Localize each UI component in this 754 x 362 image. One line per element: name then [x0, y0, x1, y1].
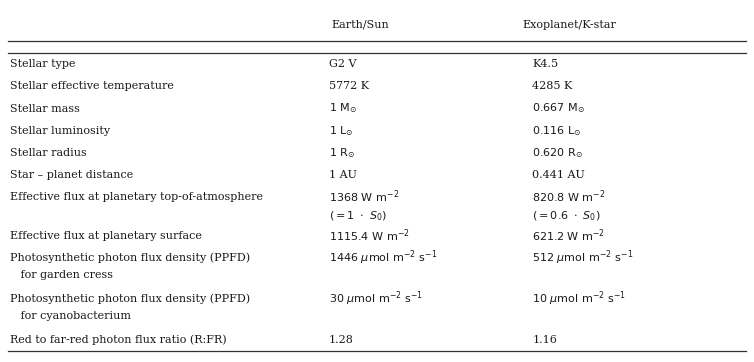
Text: 4285 K: 4285 K — [532, 81, 572, 92]
Text: for cyanobacterium: for cyanobacterium — [10, 311, 130, 321]
Text: 1 AU: 1 AU — [329, 170, 357, 180]
Text: Star – planet distance: Star – planet distance — [10, 170, 133, 180]
Text: 1.28: 1.28 — [329, 334, 354, 345]
Text: $621.2\ \mathrm{W\ m}^{-2}$: $621.2\ \mathrm{W\ m}^{-2}$ — [532, 227, 605, 244]
Text: Stellar radius: Stellar radius — [10, 148, 87, 158]
Text: Exoplanet/K-star: Exoplanet/K-star — [523, 20, 616, 30]
Text: $0.667\ \mathrm{M}_{\odot}$: $0.667\ \mathrm{M}_{\odot}$ — [532, 102, 585, 115]
Text: Effective flux at planetary surface: Effective flux at planetary surface — [10, 231, 201, 241]
Text: $512\ \mu\mathrm{mol\ m}^{-2}\mathrm{\ s}^{-1}$: $512\ \mu\mathrm{mol\ m}^{-2}\mathrm{\ s… — [532, 248, 633, 267]
Text: for garden cress: for garden cress — [10, 270, 113, 280]
Text: $1115.4\ \mathrm{W\ m}^{-2}$: $1115.4\ \mathrm{W\ m}^{-2}$ — [329, 227, 409, 244]
Text: $1\ \mathrm{M}_{\odot}$: $1\ \mathrm{M}_{\odot}$ — [329, 102, 357, 115]
Text: $30\ \mu\mathrm{mol\ m}^{-2}\mathrm{\ s}^{-1}$: $30\ \mu\mathrm{mol\ m}^{-2}\mathrm{\ s}… — [329, 289, 423, 308]
Text: Stellar mass: Stellar mass — [10, 104, 80, 114]
Text: $0.116\ \mathrm{L}_{\odot}$: $0.116\ \mathrm{L}_{\odot}$ — [532, 124, 581, 138]
Text: 5772 K: 5772 K — [329, 81, 369, 92]
Text: Stellar luminosity: Stellar luminosity — [10, 126, 110, 136]
Text: Stellar effective temperature: Stellar effective temperature — [10, 81, 173, 92]
Text: $(=1\ \cdot\ S_0)$: $(=1\ \cdot\ S_0)$ — [329, 210, 387, 223]
Text: K4.5: K4.5 — [532, 59, 558, 70]
Text: 1.16: 1.16 — [532, 334, 557, 345]
Text: Red to far-red photon flux ratio (R:FR): Red to far-red photon flux ratio (R:FR) — [10, 334, 226, 345]
Text: $820.8\ \mathrm{W\ m}^{-2}$: $820.8\ \mathrm{W\ m}^{-2}$ — [532, 189, 605, 205]
Text: $1\ \mathrm{L}_{\odot}$: $1\ \mathrm{L}_{\odot}$ — [329, 124, 354, 138]
Text: Photosynthetic photon flux density (PPFD): Photosynthetic photon flux density (PPFD… — [10, 293, 250, 304]
Text: $0.620\ \mathrm{R}_{\odot}$: $0.620\ \mathrm{R}_{\odot}$ — [532, 146, 584, 160]
Text: 0.441 AU: 0.441 AU — [532, 170, 585, 180]
Text: Earth/Sun: Earth/Sun — [332, 20, 390, 30]
Text: Effective flux at planetary top-of-atmosphere: Effective flux at planetary top-of-atmos… — [10, 192, 262, 202]
Text: Photosynthetic photon flux density (PPFD): Photosynthetic photon flux density (PPFD… — [10, 252, 250, 263]
Text: $(=0.6\ \cdot\ S_0)$: $(=0.6\ \cdot\ S_0)$ — [532, 210, 601, 223]
Text: $10\ \mu\mathrm{mol\ m}^{-2}\mathrm{\ s}^{-1}$: $10\ \mu\mathrm{mol\ m}^{-2}\mathrm{\ s}… — [532, 289, 627, 308]
Text: $1368\ \mathrm{W\ m}^{-2}$: $1368\ \mathrm{W\ m}^{-2}$ — [329, 189, 399, 205]
Text: $1446\ \mu\mathrm{mol\ m}^{-2}\mathrm{\ s}^{-1}$: $1446\ \mu\mathrm{mol\ m}^{-2}\mathrm{\ … — [329, 248, 437, 267]
Text: Stellar type: Stellar type — [10, 59, 75, 70]
Text: $1\ \mathrm{R}_{\odot}$: $1\ \mathrm{R}_{\odot}$ — [329, 146, 355, 160]
Text: G2 V: G2 V — [329, 59, 357, 70]
